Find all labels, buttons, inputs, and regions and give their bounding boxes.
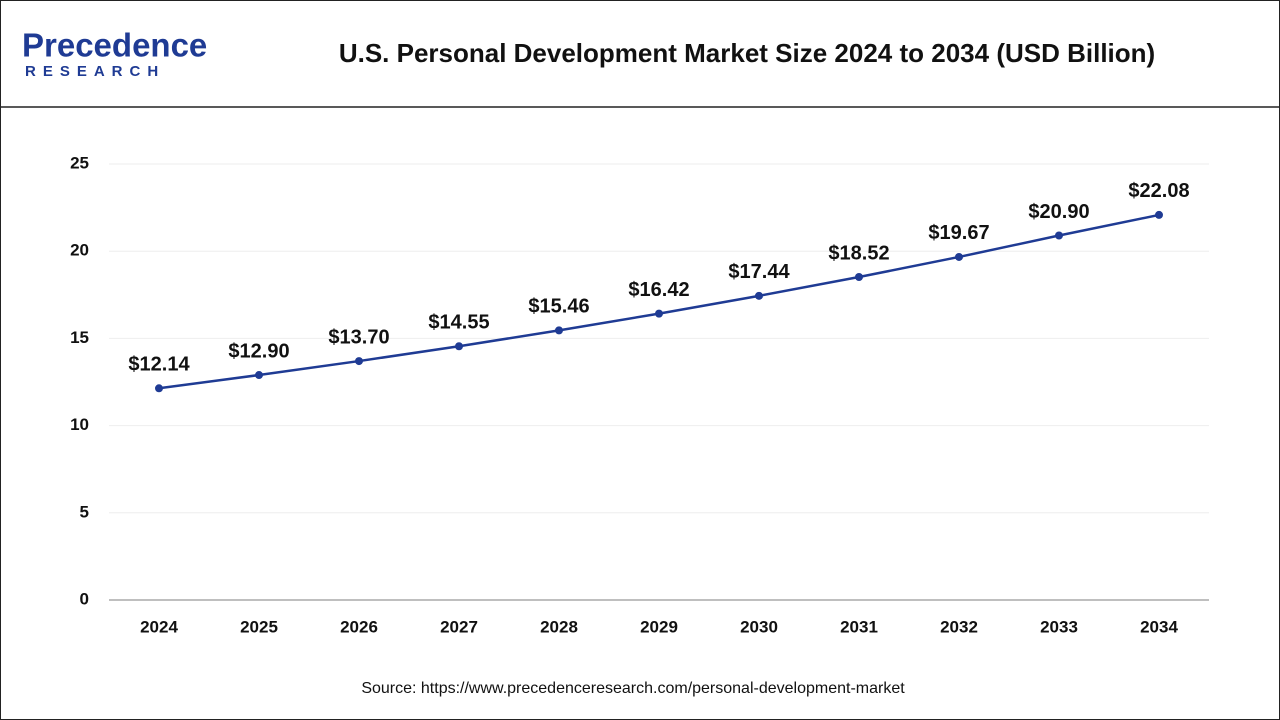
point: [1055, 231, 1063, 240]
x-tick-label: 2029: [640, 617, 678, 636]
data-label: $14.55: [428, 312, 489, 334]
data-label: $12.14: [128, 354, 190, 376]
data-label: $19.67: [928, 222, 989, 244]
x-tick-label: 2028: [540, 617, 578, 636]
x-tick-label: 2024: [140, 617, 178, 636]
chart-title: U.S. Personal Development Market Size 20…: [339, 38, 1155, 68]
source: Source: https://www.precedenceresearch.c…: [361, 680, 905, 697]
y-tick-label: 0: [80, 589, 89, 608]
data-label: $15.46: [528, 296, 589, 318]
data-label: $22.08: [1128, 180, 1189, 202]
x-tick-label: 2033: [1040, 617, 1078, 636]
point: [655, 309, 663, 318]
y-tick-label: 10: [70, 415, 89, 434]
data-label: $16.42: [628, 279, 689, 301]
x-tick-label: 2030: [740, 617, 778, 636]
x-tick-label: 2025: [240, 617, 278, 636]
point: [955, 252, 963, 261]
point: [1155, 210, 1163, 219]
data-label: $12.90: [228, 340, 289, 362]
data-label: $13.70: [328, 326, 389, 348]
point: [155, 384, 163, 393]
x-tick-label: 2032: [940, 617, 978, 636]
x-tick-label: 2027: [440, 617, 478, 636]
y-tick-label: 15: [70, 328, 89, 347]
data-label: $20.90: [1028, 201, 1089, 223]
logo-sub: RESEARCH: [25, 63, 165, 80]
y-tick-label: 5: [80, 502, 89, 521]
logo-name: Precedence: [22, 27, 207, 64]
point: [255, 371, 263, 380]
point: [455, 342, 463, 351]
point: [555, 326, 563, 335]
y-tick-label: 25: [70, 153, 89, 172]
data-label: $17.44: [728, 261, 790, 283]
point: [355, 357, 363, 366]
data-label: $18.52: [828, 242, 889, 264]
x-tick-label: 2034: [1140, 617, 1178, 636]
x-tick-label: 2031: [840, 617, 878, 636]
point: [855, 273, 863, 282]
x-tick-label: 2026: [340, 617, 378, 636]
point: [755, 291, 763, 300]
y-tick-label: 20: [70, 241, 89, 260]
